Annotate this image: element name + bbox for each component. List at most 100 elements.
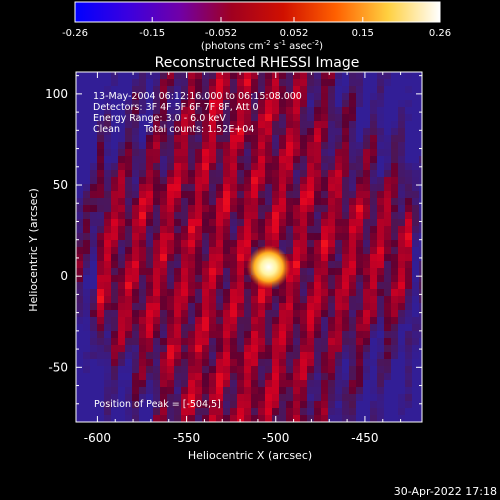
image-pixel <box>419 212 422 220</box>
image-pixel <box>90 226 98 234</box>
image-pixel <box>104 275 112 283</box>
image-pixel <box>146 352 154 360</box>
image-pixel <box>209 100 217 108</box>
image-pixel <box>300 247 308 255</box>
image-pixel <box>146 261 154 269</box>
image-pixel <box>104 247 112 255</box>
image-pixel <box>405 156 413 164</box>
image-pixel <box>349 226 357 234</box>
image-pixel <box>223 359 231 367</box>
image-pixel <box>153 289 161 297</box>
image-pixel <box>97 296 105 304</box>
image-pixel <box>146 387 154 395</box>
image-pixel <box>125 268 133 276</box>
image-pixel <box>321 268 329 276</box>
image-pixel <box>209 359 217 367</box>
image-pixel <box>342 275 350 283</box>
image-pixel <box>125 177 133 185</box>
image-pixel <box>300 324 308 332</box>
image-pixel <box>279 401 287 409</box>
image-pixel <box>111 275 119 283</box>
image-pixel <box>335 142 343 150</box>
image-pixel <box>300 219 308 227</box>
image-pixel <box>321 114 329 122</box>
image-pixel <box>237 373 245 381</box>
image-pixel <box>398 93 406 101</box>
image-pixel <box>230 86 238 94</box>
image-pixel <box>111 121 119 129</box>
image-pixel <box>293 310 301 318</box>
image-pixel <box>76 184 84 192</box>
image-pixel <box>237 310 245 318</box>
image-pixel <box>153 240 161 248</box>
image-pixel <box>132 219 140 227</box>
image-pixel <box>342 415 350 422</box>
image-pixel <box>356 93 364 101</box>
image-pixel <box>321 107 329 115</box>
image-pixel <box>104 184 112 192</box>
image-pixel <box>202 86 210 94</box>
image-pixel <box>370 149 378 157</box>
image-pixel <box>244 212 252 220</box>
image-pixel <box>83 254 91 262</box>
image-pixel <box>146 233 154 241</box>
timestamp: 30-Apr-2022 17:18 <box>394 485 497 498</box>
image-pixel <box>328 212 336 220</box>
image-pixel <box>349 394 357 402</box>
image-pixel <box>384 156 392 164</box>
image-pixel <box>300 142 308 150</box>
image-pixel <box>216 247 224 255</box>
image-pixel <box>321 394 329 402</box>
image-pixel <box>230 240 238 248</box>
image-pixel <box>160 408 168 416</box>
image-pixel <box>412 247 420 255</box>
image-pixel <box>349 352 357 360</box>
image-pixel <box>356 387 364 395</box>
image-pixel <box>391 135 399 143</box>
image-pixel <box>216 191 224 199</box>
image-pixel <box>83 401 91 409</box>
image-pixel <box>307 289 315 297</box>
image-pixel <box>412 226 420 234</box>
image-pixel <box>188 261 196 269</box>
image-pixel <box>412 86 420 94</box>
image-pixel <box>349 268 357 276</box>
image-pixel <box>174 156 182 164</box>
image-pixel <box>349 212 357 220</box>
image-pixel <box>153 149 161 157</box>
image-pixel <box>286 93 294 101</box>
image-pixel <box>167 219 175 227</box>
image-pixel <box>342 114 350 122</box>
image-pixel <box>363 254 371 262</box>
image-pixel <box>125 233 133 241</box>
image-pixel <box>132 79 140 87</box>
image-pixel <box>356 345 364 353</box>
image-pixel <box>412 128 420 136</box>
image-pixel <box>342 366 350 374</box>
image-pixel <box>398 191 406 199</box>
image-pixel <box>139 100 147 108</box>
image-pixel <box>286 408 294 416</box>
image-pixel <box>272 191 280 199</box>
image-pixel <box>377 254 385 262</box>
image-pixel <box>237 191 245 199</box>
image-pixel <box>167 401 175 409</box>
image-pixel <box>174 352 182 360</box>
image-pixel <box>132 72 140 80</box>
image-pixel <box>104 366 112 374</box>
image-pixel <box>237 135 245 143</box>
image-pixel <box>363 86 371 94</box>
image-pixel <box>181 373 189 381</box>
image-pixel <box>293 401 301 409</box>
image-pixel <box>97 268 105 276</box>
image-pixel <box>307 254 315 262</box>
image-pixel <box>398 317 406 325</box>
image-pixel <box>181 170 189 178</box>
image-pixel <box>216 324 224 332</box>
image-pixel <box>181 184 189 192</box>
image-pixel <box>370 72 378 80</box>
image-pixel <box>230 317 238 325</box>
image-pixel <box>293 156 301 164</box>
image-pixel <box>377 170 385 178</box>
image-pixel <box>293 93 301 101</box>
